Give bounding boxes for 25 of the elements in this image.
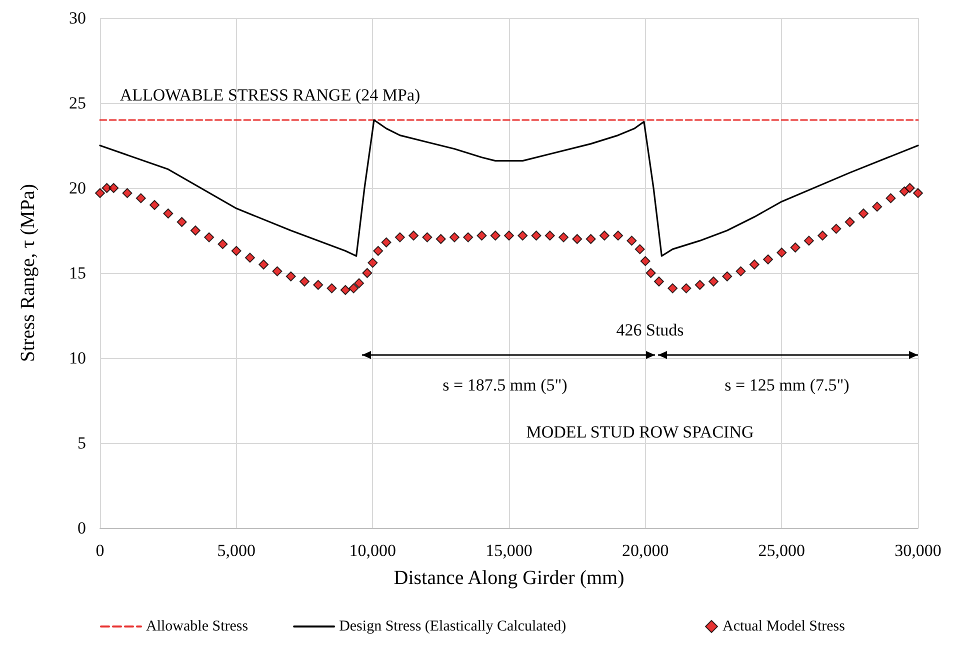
y-tick-label: 25 <box>69 94 86 112</box>
annotation: s = 187.5 mm (5") <box>442 376 568 394</box>
y-tick-label: 20 <box>69 178 86 198</box>
y-tick-label: 10 <box>69 348 86 368</box>
y-tick-label: 5 <box>78 434 86 452</box>
y-tick-label: 0 <box>78 518 86 538</box>
annotation: 426 Studs <box>616 320 684 340</box>
line-series <box>99 119 919 257</box>
x-axis-title: Distance Along Girder (mm) <box>394 567 624 589</box>
x-tick-label: 0 <box>96 541 104 560</box>
annotation: ALLOWABLE STRESS RANGE (24 MPa) <box>120 86 420 104</box>
x-tick-label: 15,000 <box>486 541 532 560</box>
x-tick-label: 20,000 <box>622 541 669 560</box>
x-tick-label: 30,000 <box>894 541 942 560</box>
annotation: MODEL STUD ROW SPACING <box>526 422 754 442</box>
legend-label: Design Stress (Elastically Calculated) <box>339 618 566 634</box>
y-axis-title: Stress Range, τ (MPa) <box>17 184 39 362</box>
legend-label: Actual Model Stress <box>722 618 846 634</box>
x-tick-label: 25,000 <box>758 541 806 560</box>
x-tick-label: 5,000 <box>217 541 256 560</box>
annotation: s = 125 mm (7.5") <box>724 376 850 394</box>
y-tick-label: 30 <box>69 8 86 28</box>
y-tick-label: 15 <box>69 264 86 282</box>
legend-label: Allowable Stress <box>146 618 248 634</box>
x-tick-label: 10,000 <box>349 541 396 560</box>
